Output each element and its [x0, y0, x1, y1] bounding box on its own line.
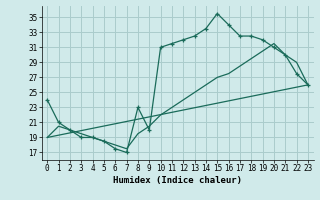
X-axis label: Humidex (Indice chaleur): Humidex (Indice chaleur): [113, 176, 242, 185]
